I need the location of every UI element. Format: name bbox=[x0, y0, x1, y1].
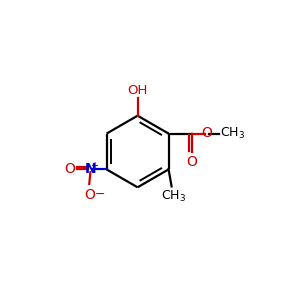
Text: O: O bbox=[186, 155, 197, 169]
Text: +: + bbox=[90, 161, 98, 171]
Text: CH$_3$: CH$_3$ bbox=[161, 189, 187, 204]
Text: OH: OH bbox=[128, 84, 148, 97]
Text: −: − bbox=[94, 188, 105, 201]
Text: CH$_3$: CH$_3$ bbox=[220, 126, 245, 141]
Text: O: O bbox=[64, 162, 75, 176]
Text: O: O bbox=[201, 126, 212, 140]
Text: N: N bbox=[85, 162, 96, 176]
Text: O: O bbox=[84, 188, 95, 202]
